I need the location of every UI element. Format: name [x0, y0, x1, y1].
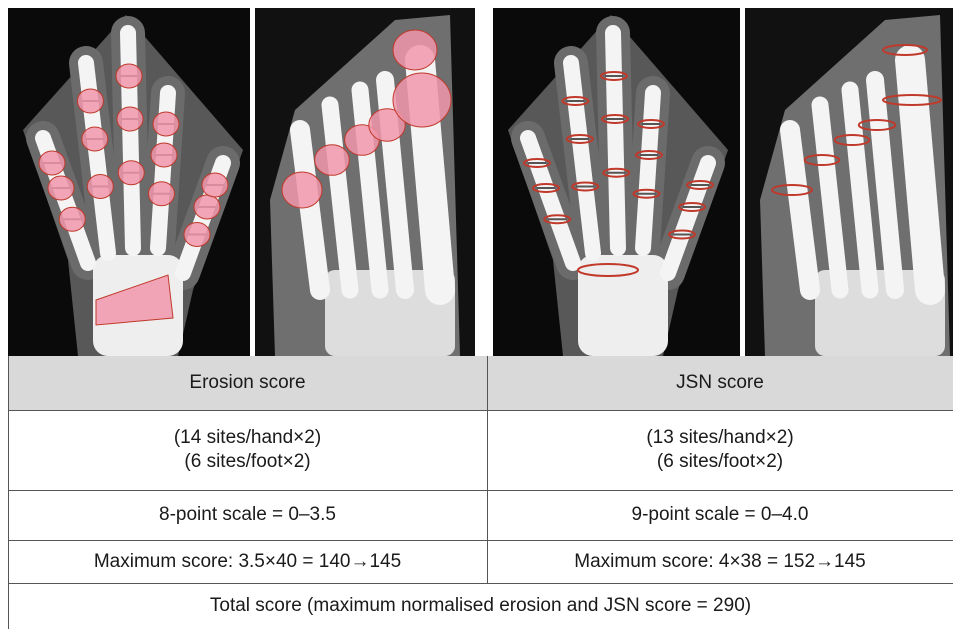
joint-marker — [565, 134, 594, 144]
cell-line: (6 sites/foot×2) — [184, 451, 311, 472]
joint-marker — [281, 171, 323, 209]
cell-text: Maximum score: 3.5×40 = 140→145 — [93, 550, 402, 572]
bone — [605, 25, 626, 256]
joint-marker — [602, 167, 631, 178]
joint-marker — [571, 181, 600, 192]
joint-marker — [392, 29, 438, 71]
joint-marker — [183, 222, 211, 247]
joint-marker — [635, 150, 663, 160]
joint-marker — [314, 144, 350, 176]
joint-marker — [58, 206, 86, 232]
cell-line: (14 sites/hand×2) — [173, 427, 322, 448]
wrist-marker — [577, 263, 639, 277]
joint-marker — [152, 111, 180, 137]
cell: (13 sites/hand×2) (6 sites/foot×2) — [487, 410, 953, 490]
joint-marker — [86, 174, 114, 199]
joint-marker — [150, 142, 178, 168]
joint-marker — [637, 119, 665, 129]
cell-line: (13 sites/hand×2) — [646, 427, 794, 448]
rule — [8, 583, 953, 584]
joint-marker — [117, 160, 145, 186]
joint-marker — [882, 94, 942, 106]
bone — [321, 96, 359, 299]
cell-line: (6 sites/foot×2) — [656, 451, 784, 472]
header-cell: Erosion score — [8, 356, 487, 410]
rule — [8, 356, 9, 629]
bone — [351, 81, 389, 299]
header-text: Erosion score — [189, 372, 306, 393]
cell-text: Maximum score: 4×38 = 152→145 — [574, 550, 866, 572]
bone — [895, 45, 945, 305]
joint-marker — [523, 158, 551, 168]
joint-marker — [668, 229, 696, 240]
joint-marker — [148, 181, 175, 207]
rule — [487, 356, 488, 583]
footer-cell: Total score (maximum normalised erosion … — [8, 583, 953, 629]
cell: (14 sites/hand×2) (6 sites/foot×2) — [8, 410, 487, 490]
joint-marker — [115, 63, 143, 89]
rule — [8, 540, 953, 541]
bone — [780, 120, 820, 300]
joint-marker — [686, 180, 714, 190]
bone — [841, 81, 879, 299]
cell-text: 9-point scale = 0–4.0 — [631, 504, 809, 525]
joint-marker — [882, 44, 928, 56]
bone — [811, 96, 849, 299]
wrist — [578, 255, 668, 356]
rule — [8, 410, 953, 411]
joint-marker — [600, 71, 628, 81]
joint-marker — [76, 88, 104, 114]
joint-marker — [47, 175, 75, 201]
bone — [866, 71, 904, 299]
cell: Maximum score: 3.5×40 = 140→145 — [8, 540, 487, 583]
bone — [290, 120, 330, 300]
header-text: JSN score — [676, 372, 764, 393]
joint-marker — [833, 134, 871, 146]
cell: Maximum score: 4×38 = 152→145 — [487, 540, 953, 583]
joint-marker — [632, 188, 661, 199]
header-cell: JSN score — [487, 356, 953, 410]
joint-marker — [368, 108, 406, 142]
joint-marker — [543, 214, 572, 225]
joint-marker — [392, 72, 452, 128]
joint-marker — [857, 119, 897, 131]
bone — [635, 85, 661, 256]
wrist-marker — [95, 274, 174, 326]
joint-marker — [193, 194, 221, 220]
bone — [563, 55, 601, 261]
joint-marker — [601, 114, 629, 124]
joint-marker — [81, 126, 109, 152]
cell-text: 8-point scale = 0–3.5 — [159, 504, 336, 525]
joint-marker — [532, 183, 560, 193]
joint-marker — [38, 150, 66, 176]
rule — [8, 490, 953, 491]
joint-marker — [561, 96, 590, 106]
joint-marker — [116, 106, 144, 132]
joint-marker — [678, 202, 706, 212]
footer-text: Total score (maximum normalised erosion … — [209, 595, 752, 616]
cell: 8-point scale = 0–3.5 — [8, 490, 487, 540]
radiograph-figure — [8, 8, 953, 356]
joint-marker — [201, 172, 229, 198]
joint-marker — [771, 184, 813, 196]
joint-marker — [803, 154, 841, 166]
cell: 9-point scale = 0–4.0 — [487, 490, 953, 540]
